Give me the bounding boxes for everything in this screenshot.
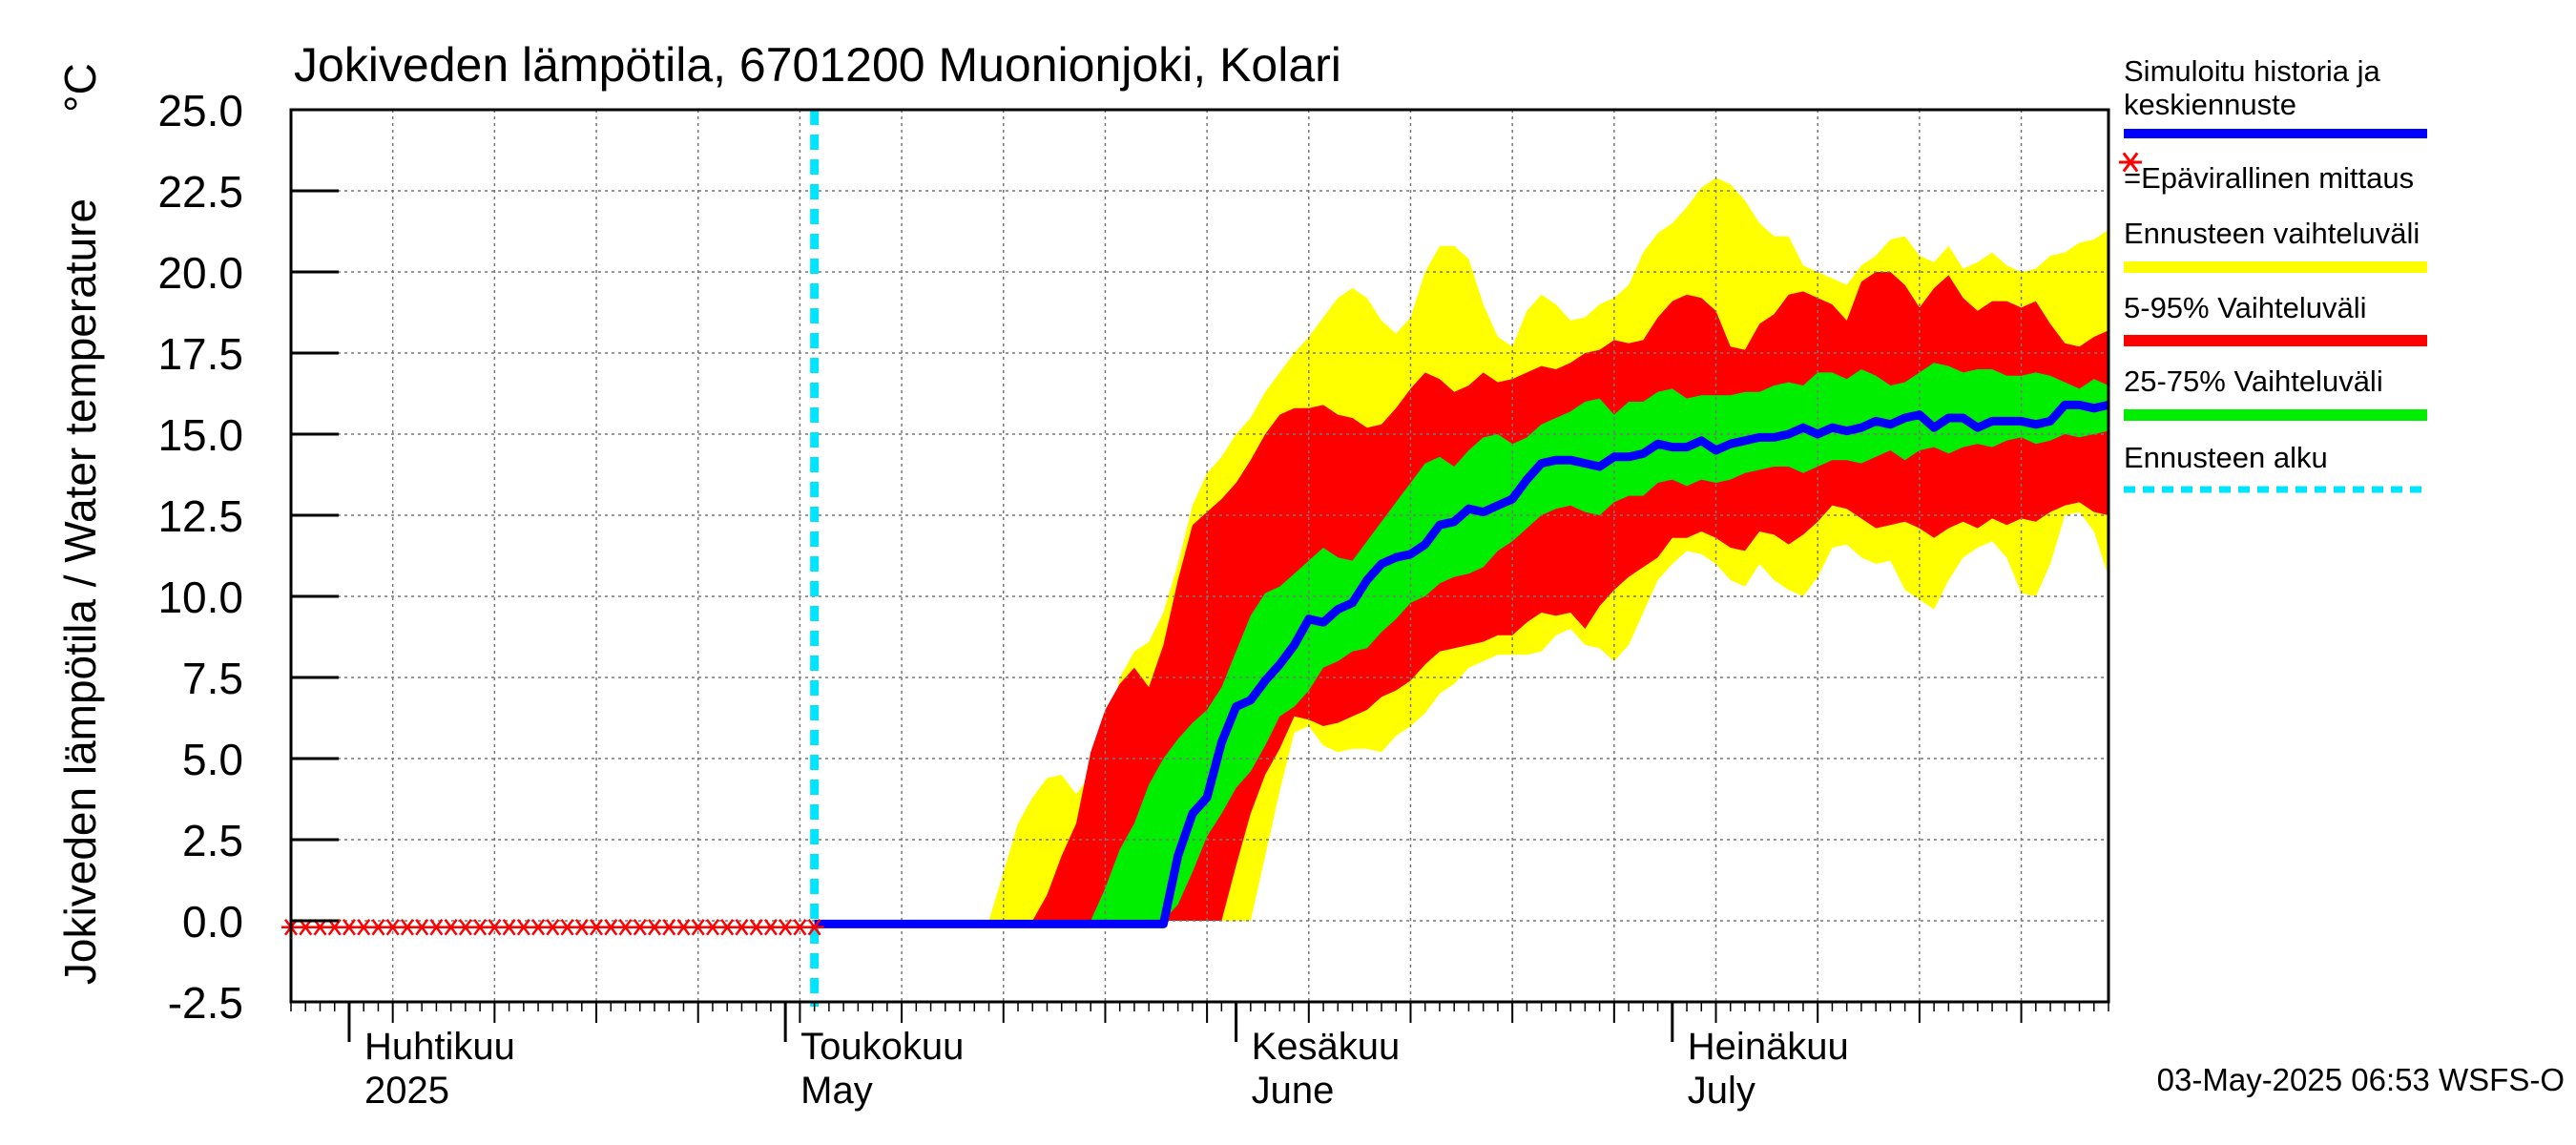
observation-star-stroke bbox=[662, 919, 676, 936]
y-tick-label-6: 10.0 bbox=[157, 572, 243, 622]
observation-star-stroke bbox=[473, 919, 488, 936]
x-month-label-fi-1: Toukokuu bbox=[800, 1026, 964, 1068]
observation-markers bbox=[281, 919, 824, 936]
observation-star-stroke bbox=[400, 919, 414, 936]
observation-star-stroke bbox=[779, 919, 793, 936]
timestamp-footer: 03-May-2025 06:53 WSFS-O bbox=[2157, 1062, 2565, 1097]
observation-star-stroke bbox=[590, 919, 604, 936]
observation-star-stroke bbox=[618, 919, 633, 936]
legend: Simuloitu historia ja keskiennuste =Epävir… bbox=[2119, 54, 2427, 493]
history-median-line bbox=[814, 400, 2109, 928]
observation-star-stroke bbox=[648, 919, 661, 936]
legend-label-1: =Epävirallinen mittaus bbox=[2124, 161, 2414, 195]
x-month-label-fi-0: Huhtikuu bbox=[364, 1026, 515, 1068]
y-tick-label-0: 25.0 bbox=[157, 86, 243, 135]
y-axis-label: Jokiveden lämpötila / Water temperature bbox=[55, 198, 105, 985]
x-month-label-fi-2: Kesäkuu bbox=[1252, 1026, 1401, 1068]
y-tick-label-9: 2.5 bbox=[182, 816, 243, 865]
observation-star-stroke bbox=[735, 919, 749, 936]
legend-star-stroke bbox=[2122, 152, 2139, 173]
observation-star-stroke bbox=[763, 919, 778, 936]
grid-lines bbox=[291, 110, 2109, 1002]
x-month-label-en-3: July bbox=[1688, 1070, 1755, 1112]
forecast-bands bbox=[814, 177, 2109, 921]
observation-marker-36 bbox=[804, 919, 824, 936]
observation-star-stroke bbox=[429, 919, 444, 936]
legend-label-4: 25-75% Vaihteluväli bbox=[2124, 364, 2383, 398]
observation-star-stroke bbox=[691, 919, 705, 936]
observation-star-stroke bbox=[415, 919, 429, 936]
y-tick-label-2: 20.0 bbox=[157, 248, 243, 298]
legend-label-2: Ennusteen vaihteluväli bbox=[2124, 217, 2420, 250]
observation-star-stroke bbox=[385, 919, 400, 936]
plot-frame bbox=[289, 108, 2110, 1004]
observation-star-stroke bbox=[546, 919, 560, 936]
y-axis-unit: °C bbox=[55, 63, 105, 113]
x-month-label-en-0: 2025 bbox=[364, 1070, 449, 1112]
observation-star-stroke bbox=[357, 919, 371, 936]
y-tick-label-5: 12.5 bbox=[157, 491, 243, 541]
observation-star-stroke bbox=[749, 919, 763, 936]
observation-star-stroke bbox=[574, 919, 589, 936]
observation-star-stroke bbox=[502, 919, 516, 936]
y-tick-label-1: 22.5 bbox=[157, 167, 243, 217]
forecast-lines bbox=[810, 110, 2109, 1007]
legend-label-5: Ennusteen alku bbox=[2124, 441, 2328, 474]
observation-star-stroke bbox=[444, 919, 458, 936]
x-month-label-en-2: June bbox=[1252, 1070, 1335, 1112]
y-tick-label-10: 0.0 bbox=[182, 897, 243, 947]
band-area-2 bbox=[814, 363, 2109, 921]
observation-star-stroke bbox=[807, 919, 821, 936]
observation-star-stroke bbox=[488, 919, 502, 936]
observation-star-stroke bbox=[516, 919, 530, 936]
observation-star-stroke bbox=[560, 919, 574, 936]
observation-star-stroke bbox=[633, 919, 647, 936]
observation-star-stroke bbox=[531, 919, 546, 936]
observation-star-stroke bbox=[458, 919, 472, 936]
observation-star-stroke bbox=[342, 919, 356, 936]
y-tick-label-8: 5.0 bbox=[182, 735, 243, 784]
legend-label-0: Simuloitu historia ja keskiennuste bbox=[2124, 54, 2381, 121]
x-month-label-fi-3: Heinäkuu bbox=[1688, 1026, 1849, 1068]
x-month-label-en-1: May bbox=[800, 1070, 873, 1112]
axes: 25.0 22.5 20.0 17.5 15.0 12.5 10.0 7.5 5.0 2.5 0.0… bbox=[157, 86, 2110, 1112]
observation-star-stroke bbox=[793, 919, 807, 936]
chart-title: Jokiveden lämpötila, 6701200 Muonionjoki… bbox=[294, 38, 1341, 92]
y-tick-label-11: -2.5 bbox=[168, 978, 243, 1028]
legend-swatch-1 bbox=[2119, 152, 2142, 173]
y-tick-label-4: 15.0 bbox=[157, 410, 243, 460]
y-tick-label-3: 17.5 bbox=[157, 329, 243, 379]
observation-star-stroke bbox=[676, 919, 691, 936]
observation-star-stroke bbox=[705, 919, 719, 936]
observation-star-stroke bbox=[604, 919, 618, 936]
y-tick-label-7: 7.5 bbox=[182, 654, 243, 703]
observation-star-stroke bbox=[720, 919, 735, 936]
observation-star-stroke bbox=[371, 919, 385, 936]
legend-label-3: 5-95% Vaihteluväli bbox=[2124, 291, 2366, 324]
